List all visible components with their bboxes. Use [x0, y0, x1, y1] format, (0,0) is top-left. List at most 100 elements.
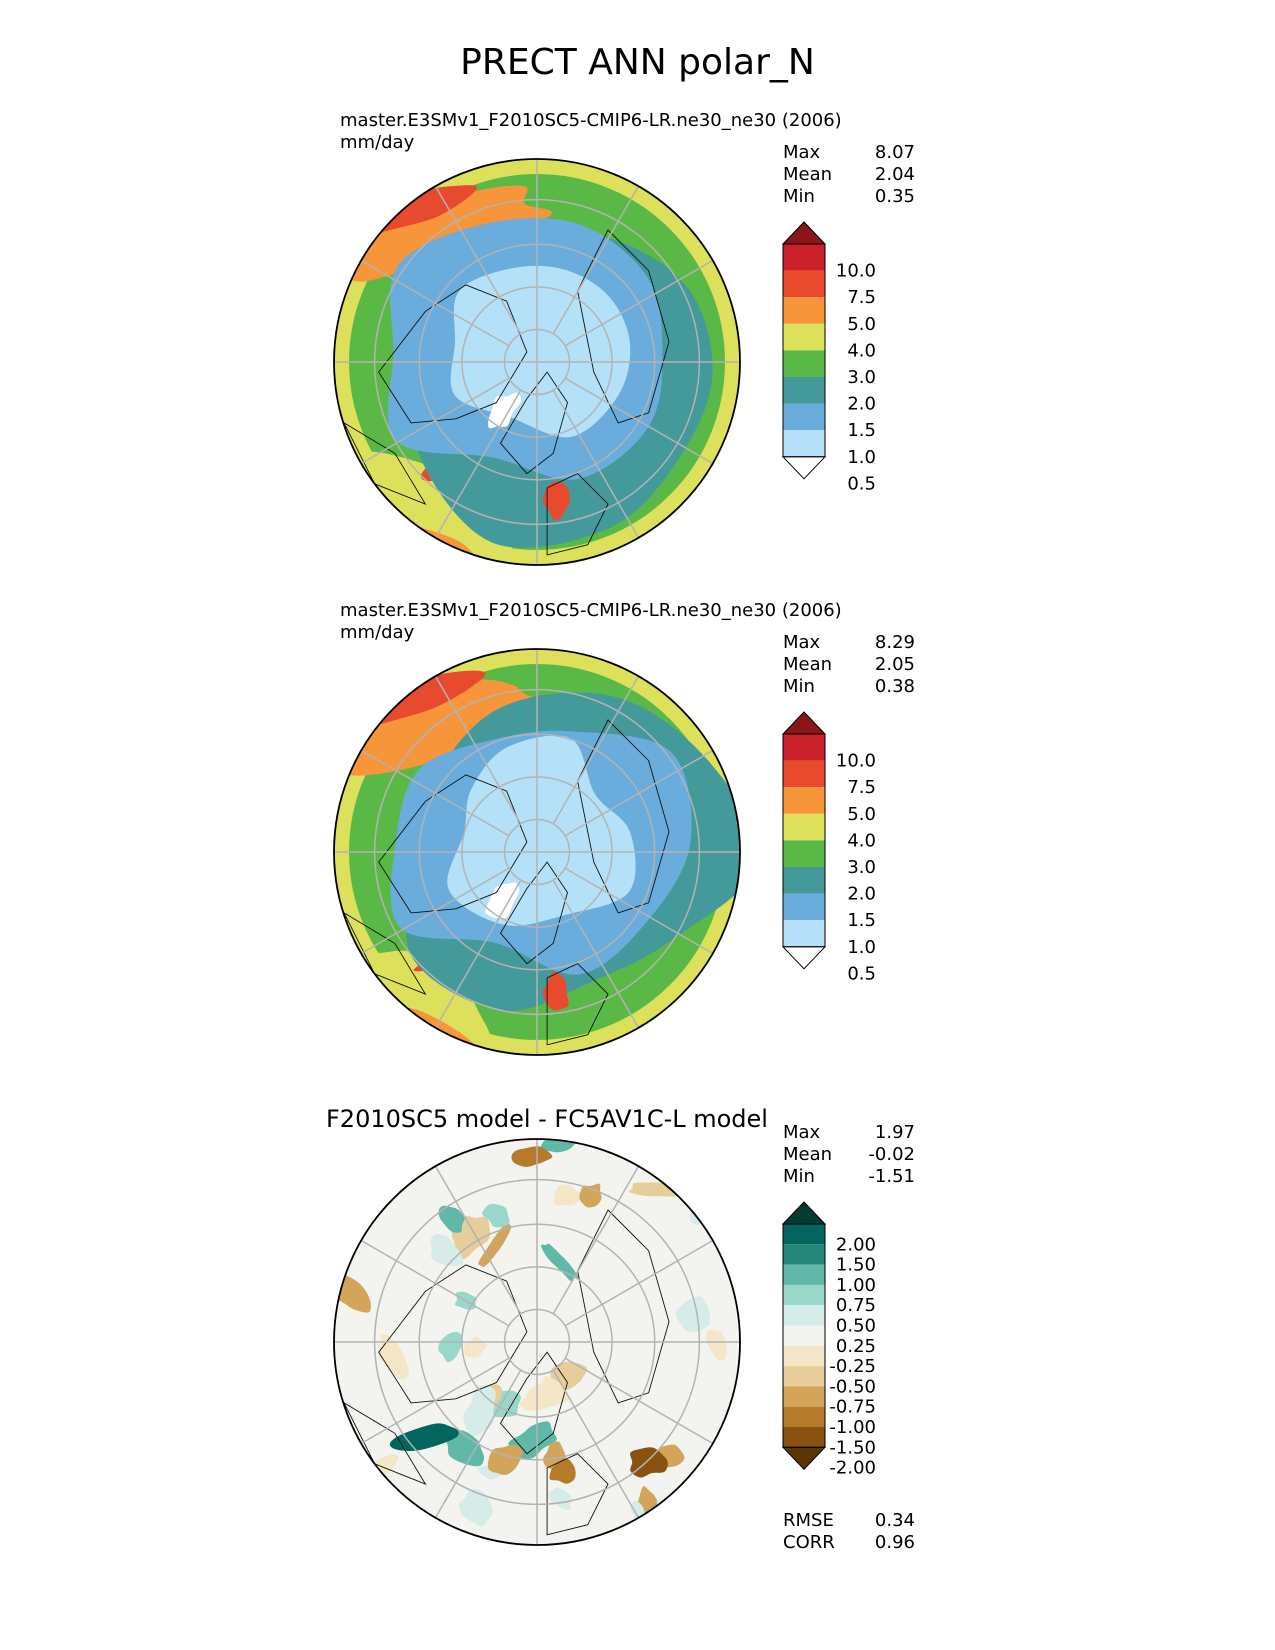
colorbar-tick-label: 1.5: [847, 420, 876, 441]
positive-anomaly: [675, 1296, 711, 1332]
panel2-title-line1: master.E3SMv1_F2010SC5-CMIP6-LR.ne30_ne3…: [340, 600, 842, 621]
colorbar-tick-label: -1.00: [829, 1417, 876, 1438]
rmse-label: RMSE: [783, 1510, 834, 1531]
negative-anomaly: [579, 1183, 602, 1208]
panel2-stats: Max 8.29 Mean 2.05 Min 0.38: [783, 632, 915, 698]
colorbar-segment: [783, 403, 825, 431]
positive-anomaly: [540, 1243, 579, 1282]
colorbar-segment: [783, 1224, 825, 1245]
colorbar-segment: [783, 813, 825, 841]
max-label: Max: [783, 1122, 821, 1143]
meridian-gridline: [564, 259, 714, 347]
colorbar-segment: [783, 377, 825, 404]
meridian-gridline: [434, 879, 522, 1029]
colorbar-segment: [783, 270, 825, 298]
map-3: [333, 1138, 741, 1546]
colorbar-segment: [783, 920, 825, 947]
colorbar-extend-max: [781, 711, 827, 735]
panel1-units: mm/day: [340, 132, 415, 153]
panel2-title: master.E3SMv1_F2010SC5-CMIP6-LR.ne30_ne3…: [340, 600, 842, 644]
local-maximum: [542, 481, 570, 521]
negative-anomaly: [629, 1182, 678, 1197]
meridian-gridline: [564, 749, 714, 837]
map-boundary: [333, 158, 741, 566]
meridian-gridline: [434, 1369, 522, 1519]
colorbar-segment: [783, 867, 825, 894]
colorbar-tick-label: -0.50: [829, 1376, 876, 1397]
colorbar-segment: [783, 1345, 825, 1367]
mean-label: Mean: [783, 654, 833, 675]
negative-anomaly: [537, 1376, 568, 1403]
meridian-gridline: [552, 185, 640, 335]
meridian-gridline: [360, 259, 510, 347]
coastline: [378, 774, 528, 914]
corr-label: CORR: [783, 1532, 835, 1553]
meridian-gridline: [564, 1357, 714, 1445]
meridian-gridline: [360, 1239, 510, 1327]
min-value: 0.35: [874, 186, 915, 207]
mean-value: 2.05: [874, 654, 915, 675]
colorbar-segment: [783, 1264, 825, 1285]
map-boundary: [333, 648, 741, 1056]
colorbar-extend-max: [781, 221, 827, 245]
colorbar-tick-label: -0.75: [829, 1397, 876, 1418]
panel3-metrics: RMSE 0.34 CORR 0.96: [783, 1510, 915, 1554]
negative-anomaly: [550, 1361, 587, 1390]
coastline: [499, 1351, 568, 1455]
meridian-gridline: [552, 879, 640, 1029]
panel1-stats: Max 8.07 Mean 2.04 Min 0.35: [783, 142, 915, 208]
meridian-gridline: [360, 377, 510, 465]
mean-label: Mean: [783, 164, 833, 185]
colorbar-tick-label: 1.00: [836, 1275, 876, 1296]
min-value: 0.38: [874, 676, 915, 697]
min-label: Min: [783, 186, 815, 207]
meridian-gridline: [360, 749, 510, 837]
colorbar-tick-label: -2.00: [829, 1458, 876, 1479]
coastline: [546, 963, 609, 1046]
coastline: [378, 284, 528, 424]
negative-anomaly: [549, 1458, 576, 1484]
max-value: 8.29: [874, 632, 915, 653]
positive-anomaly: [445, 1429, 485, 1467]
colorbar-segment: [783, 297, 825, 324]
map-3-field: [334, 1139, 740, 1545]
meridian-gridline: [434, 1165, 522, 1315]
coastline: [343, 421, 427, 506]
storm-track-band: [334, 679, 544, 776]
mean-value: -0.02: [868, 1144, 915, 1165]
colorbar-segment: [783, 787, 825, 814]
colorbar-segment: [783, 350, 825, 377]
main-title: PRECT ANN polar_N: [460, 42, 815, 83]
negative-anomaly: [705, 1329, 728, 1361]
min-label: Min: [783, 676, 815, 697]
colorbar-extend-max: [781, 1201, 827, 1225]
colorbar-tick-label: 1.50: [836, 1255, 876, 1276]
colorbar-tick-label: 4.0: [847, 340, 876, 361]
colorbar-tick-label: 0.25: [836, 1336, 876, 1357]
negative-anomaly: [511, 1146, 553, 1167]
colorbar-segment: [783, 893, 825, 921]
colorbar-tick-label: 1.5: [847, 910, 876, 931]
colorbar-tick-label: 2.0: [847, 394, 876, 415]
map-1: [333, 158, 741, 566]
coastline: [378, 1264, 528, 1404]
panel3-stats: Max 1.97 Mean -0.02 Min -1.51: [783, 1122, 915, 1188]
meridian-gridline: [434, 675, 522, 825]
meridian-gridline: [564, 377, 714, 465]
panel1-title: master.E3SMv1_F2010SC5-CMIP6-LR.ne30_ne3…: [340, 110, 842, 154]
positive-anomaly: [438, 1332, 463, 1363]
positive-anomaly: [482, 1203, 510, 1228]
colorbar-extend-min: [781, 456, 827, 480]
colorbar-segment: [783, 323, 825, 351]
colorbar-1: 10.0 7.5 5.0 4.0 3.0 2.0 1.5 1.0 0.5: [781, 221, 876, 494]
colorbar-tick-label: -0.25: [829, 1356, 876, 1377]
colorbar-segment: [783, 1325, 825, 1346]
min-label: Min: [783, 1166, 815, 1187]
colorbar-tick-label: 3.0: [847, 857, 876, 878]
colorbar-tick-label: 4.0: [847, 830, 876, 851]
colorbar-tick-label: 10.0: [836, 751, 876, 772]
meridian-gridline: [360, 867, 510, 955]
arctic-core: [450, 265, 631, 438]
colorbar-tick-label: 1.0: [847, 937, 876, 958]
